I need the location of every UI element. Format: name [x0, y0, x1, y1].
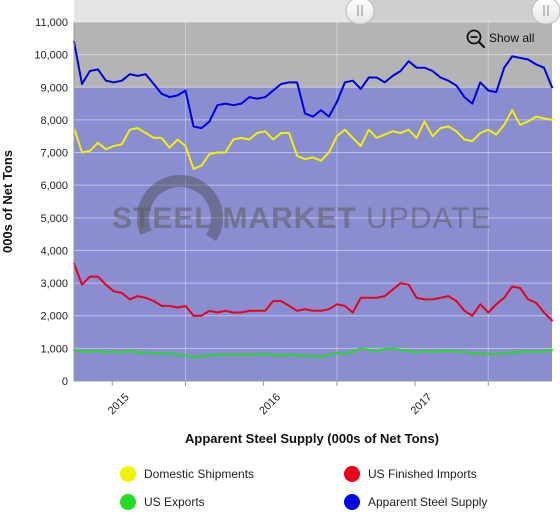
y-tick-label: 3,000 [40, 278, 68, 290]
y-tick-label: 10,000 [34, 50, 68, 62]
show-all-button[interactable]: Show all [466, 29, 535, 49]
series-line-us-exports [73, 347, 553, 359]
legend-label: Domestic Shipments [144, 467, 255, 481]
zoom-mask [74, 22, 552, 88]
navigator-handle-body [531, 0, 560, 25]
series-line-apparent-steel-supply [73, 40, 553, 130]
y-axis-title: 000s of Net Tons [0, 150, 15, 253]
legend-swatch [344, 494, 360, 510]
show-all-label: Show all [489, 31, 534, 45]
navigator-handle-left[interactable] [345, 0, 375, 25]
y-tick-label: 7,000 [40, 148, 68, 160]
y-tick-label: 9,000 [40, 82, 68, 94]
series-line-domestic-shipments [73, 109, 553, 170]
y-tick-label: 0 [62, 376, 68, 388]
watermark-text: STEEL MARKET UPDATE [112, 202, 492, 235]
legend-label: US Finished Imports [368, 467, 477, 481]
x-tick-label: 2017 [409, 391, 435, 417]
navigator-selection [74, 0, 360, 22]
legend-item-apparent-steel-supply[interactable]: Apparent Steel Supply [344, 494, 487, 510]
zoom-out-icon [466, 29, 482, 45]
legend-swatch [344, 466, 360, 482]
y-tick-label: 2,000 [40, 311, 68, 323]
y-tick-label: 1,000 [40, 343, 68, 355]
legend-label: US Exports [144, 495, 205, 509]
legend-swatch [120, 466, 136, 482]
y-tick-label: 4,000 [40, 245, 68, 257]
x-tick-label: 2015 [106, 391, 132, 417]
y-tick-label: 11,000 [35, 17, 68, 29]
legend-item-domestic-shipments[interactable]: Domestic Shipments [120, 466, 254, 482]
navigator-handle-body [345, 0, 375, 25]
x-tick-label: 2016 [257, 391, 283, 417]
legend-item-us-exports[interactable]: US Exports [120, 494, 205, 510]
watermark-logo-ring [137, 175, 223, 261]
y-tick-label: 5,000 [40, 213, 68, 225]
navigator-handle-right[interactable] [531, 0, 560, 25]
legend-label: Apparent Steel Supply [368, 495, 488, 509]
y-tick-label: 6,000 [40, 180, 68, 192]
x-axis-title: Apparent Steel Supply (000s of Net Tons) [185, 431, 439, 446]
zoom-out-icon-handle [477, 40, 486, 49]
y-tick-label: 8,000 [40, 115, 68, 127]
legend-swatch [120, 494, 136, 510]
legend-item-us-finished-imports[interactable]: US Finished Imports [344, 466, 477, 482]
series-line-us-finished-imports [73, 262, 553, 322]
